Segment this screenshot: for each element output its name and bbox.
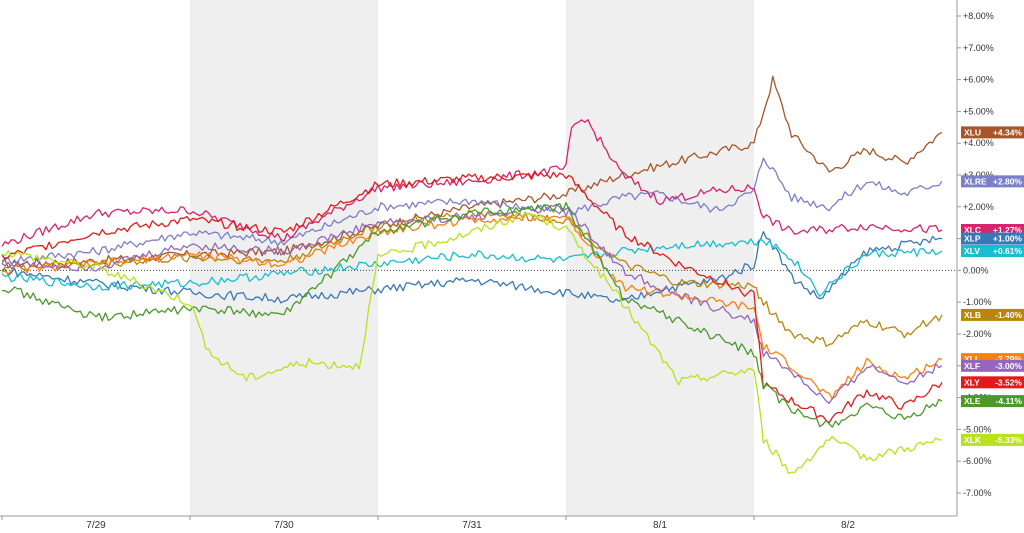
series-line-xlre — [1, 157, 943, 265]
badge-symbol: XLB — [964, 310, 981, 320]
x-axis-ticks: 7/29 7/30 7/31 8/1 8/2 — [1, 516, 855, 531]
badge-value: -5.33% — [995, 435, 1022, 445]
badge-background — [961, 175, 1024, 188]
legend-badge-xly[interactable]: XLY -3.52% — [961, 376, 1024, 389]
series-line-xlf — [1, 203, 943, 404]
badge-symbol: XLC — [964, 225, 981, 235]
badge-value: +2.80% — [993, 176, 1023, 186]
badge-background — [961, 395, 1024, 408]
legend-badge-xle[interactable]: XLE -4.11% — [961, 395, 1024, 408]
series-line-xle — [2, 201, 943, 428]
badge-symbol: XLRE — [964, 176, 987, 186]
legend-badge-xlre[interactable]: XLRE +2.80% — [961, 175, 1024, 188]
y-tick-label: -6.00% — [963, 456, 992, 466]
badge-background — [961, 232, 1024, 245]
series-lines — [1, 75, 943, 475]
y-tick-label: +8.00% — [963, 11, 994, 21]
series-line-xli — [1, 212, 943, 400]
badge-symbol: XLI — [964, 354, 977, 364]
series-line-xlu — [1, 75, 943, 269]
badge-symbol: XLU — [964, 127, 981, 137]
legend-badge-xlv[interactable]: XLV +0.61% — [961, 245, 1024, 258]
x-tick-label: 8/2 — [841, 520, 855, 531]
y-tick-label: -1.00% — [963, 297, 992, 307]
badge-background — [961, 245, 1024, 258]
badge-value: -3.52% — [995, 377, 1022, 387]
badge-value: +4.34% — [993, 127, 1023, 137]
badge-value: -1.40% — [995, 310, 1022, 320]
badge-value: -2.79% — [995, 354, 1022, 364]
alternating-day-bands — [190, 0, 754, 516]
y-tick-label: +6.00% — [963, 75, 994, 85]
legend-badge-xlk[interactable]: XLK -5.33% — [961, 433, 1024, 446]
x-tick-label: 7/31 — [462, 520, 482, 531]
badge-symbol: XLE — [964, 396, 981, 406]
y-tick-label: +3.00% — [963, 170, 994, 180]
legend-badge-xlp[interactable]: XLP +1.00% — [961, 232, 1024, 245]
series-line-xlc — [1, 119, 943, 247]
x-tick-label: 7/29 — [86, 520, 106, 531]
badge-value: +0.61% — [993, 246, 1023, 256]
legend-badges: XLU +4.34%XLRE +2.80%XLC +1.27%XLP +1.00%XLV… — [961, 126, 1024, 446]
legend-badge-xlb[interactable]: XLB -1.40% — [961, 308, 1024, 321]
badge-symbol: XLK — [964, 435, 982, 445]
y-tick-label: -5.00% — [963, 424, 992, 434]
day-band-shaded — [566, 0, 754, 516]
legend-badge-xlf[interactable]: XLF -3.00% — [961, 359, 1024, 372]
badge-background — [961, 308, 1024, 321]
badge-background — [961, 376, 1024, 389]
y-tick-label: +2.00% — [963, 202, 994, 212]
badge-symbol: XLV — [964, 246, 980, 256]
badge-symbol: XLF — [964, 361, 980, 371]
y-tick-label: +7.00% — [963, 43, 994, 53]
badge-symbol: XLP — [964, 234, 981, 244]
series-line-xlk — [1, 211, 942, 475]
y-tick-label: -7.00% — [963, 488, 992, 498]
series-line-xly — [1, 171, 943, 424]
y-tick-label: +5.00% — [963, 106, 994, 116]
badge-value: +1.27% — [993, 225, 1023, 235]
series-line-xlb — [1, 209, 943, 347]
badge-background — [961, 359, 1024, 372]
x-tick-label: 8/1 — [653, 520, 667, 531]
badge-value: +1.00% — [993, 234, 1023, 244]
y-tick-label: -2.00% — [963, 329, 992, 339]
series-line-xlp — [1, 231, 943, 304]
series-line-xlv — [1, 238, 943, 297]
badge-value: -4.11% — [996, 396, 1023, 406]
x-tick-label: 7/30 — [274, 520, 294, 531]
axes — [0, 0, 958, 517]
badge-value: -3.00% — [995, 361, 1022, 371]
legend-badge-xlu[interactable]: XLU +4.34% — [961, 126, 1024, 139]
day-band-shaded — [190, 0, 378, 516]
badge-background — [961, 433, 1024, 446]
badge-symbol: XLY — [964, 377, 980, 387]
y-tick-label: 0.00% — [963, 265, 989, 275]
y-tick-label: +4.00% — [963, 138, 994, 148]
badge-background — [961, 126, 1024, 139]
